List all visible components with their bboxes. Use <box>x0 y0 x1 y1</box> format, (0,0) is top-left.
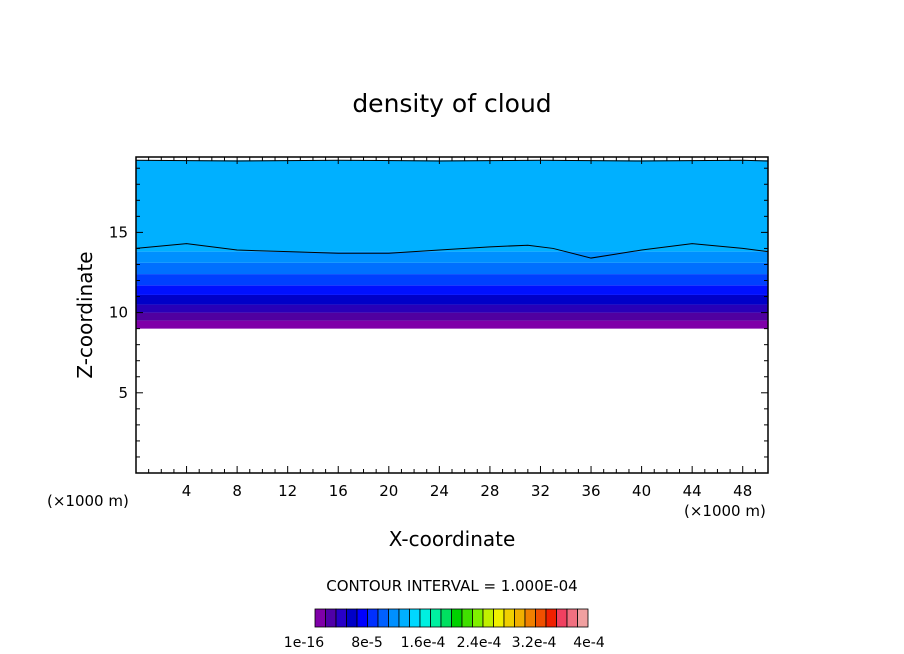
colorbar-swatch <box>577 608 589 628</box>
colorbar-swatch <box>503 608 515 628</box>
x-tick-label: 4 <box>182 482 192 500</box>
x-tick-label: 40 <box>632 482 651 500</box>
colorbar-swatch <box>482 608 494 628</box>
x-tick-label: 36 <box>581 482 600 500</box>
colorbar-swatch <box>409 608 421 628</box>
colorbar-swatch <box>556 608 568 628</box>
chart-title: density of cloud <box>352 89 551 118</box>
colorbar-label: 2.4e-4 <box>457 635 502 651</box>
x-tick-label: 20 <box>379 482 398 500</box>
colorbar-label: 1e-16 <box>284 635 324 651</box>
colorbar-swatch <box>566 608 578 628</box>
colorbar-swatch <box>451 608 463 628</box>
x-tick-label: 32 <box>531 482 550 500</box>
colorbar-swatch <box>346 608 358 628</box>
colorbar-swatch <box>377 608 389 628</box>
x-unit-left: (×1000 m) <box>47 492 129 510</box>
cloud-layer-1 <box>136 312 768 321</box>
colorbar-swatch <box>535 608 547 628</box>
x-tick-label: 28 <box>480 482 499 500</box>
colorbar-swatch <box>367 608 379 628</box>
colorbar-swatch <box>356 608 368 628</box>
colorbar-swatch <box>419 608 431 628</box>
y-tick-label: 15 <box>109 223 128 241</box>
colorbar-label: 1.6e-4 <box>401 635 446 651</box>
colorbar-swatch <box>388 608 400 628</box>
colorbar-swatch <box>335 608 347 628</box>
colorbar-swatch <box>472 608 484 628</box>
cloud-layer-8 <box>136 160 768 252</box>
cloud-contour-fill <box>136 160 768 329</box>
cloud-layer-3 <box>136 294 768 305</box>
cloud-layer-5 <box>136 274 768 286</box>
colorbar <box>314 608 589 628</box>
x-tick-label: 12 <box>278 482 297 500</box>
colorbar-swatch <box>493 608 505 628</box>
x-tick-label: 44 <box>683 482 702 500</box>
contour-interval-label: CONTOUR INTERVAL = 1.000E-04 <box>326 577 577 595</box>
contour-line-0 <box>135 243 769 259</box>
colorbar-swatch <box>461 608 473 628</box>
colorbar-swatch <box>440 608 452 628</box>
colorbar-swatch <box>430 608 442 628</box>
colorbar-swatch <box>398 608 410 628</box>
colorbar-swatch <box>514 608 526 628</box>
colorbar-label: 4e-4 <box>573 635 605 651</box>
colorbar-swatch <box>325 608 337 628</box>
y-axis-label: Z-coordinate <box>73 251 97 378</box>
colorbar-label: 8e-5 <box>351 635 382 651</box>
cloud-layer-4 <box>136 285 768 295</box>
cloud-layer-0 <box>136 320 768 329</box>
x-tick-label: 24 <box>430 482 449 500</box>
cloud-layer-7 <box>136 251 768 263</box>
colorbar-swatch <box>545 608 557 628</box>
y-tick-label: 5 <box>118 384 128 402</box>
y-tick-label: 10 <box>109 304 128 322</box>
cloud-layer-6 <box>136 262 768 275</box>
colorbar-label: 3.2e-4 <box>512 635 557 651</box>
colorbar-swatch <box>524 608 536 628</box>
x-tick-label: 16 <box>329 482 348 500</box>
x-unit-right: (×1000 m) <box>684 502 766 520</box>
colorbar-labels: 1e-16 8e-5 1.6e-4 2.4e-4 3.2e-4 4e-4 <box>284 635 605 651</box>
cloud-layer-2 <box>136 304 768 313</box>
colorbar-swatch <box>314 608 326 628</box>
x-axis-label: X-coordinate <box>389 527 516 551</box>
x-tick-label: 8 <box>232 482 242 500</box>
x-tick-label: 48 <box>733 482 752 500</box>
